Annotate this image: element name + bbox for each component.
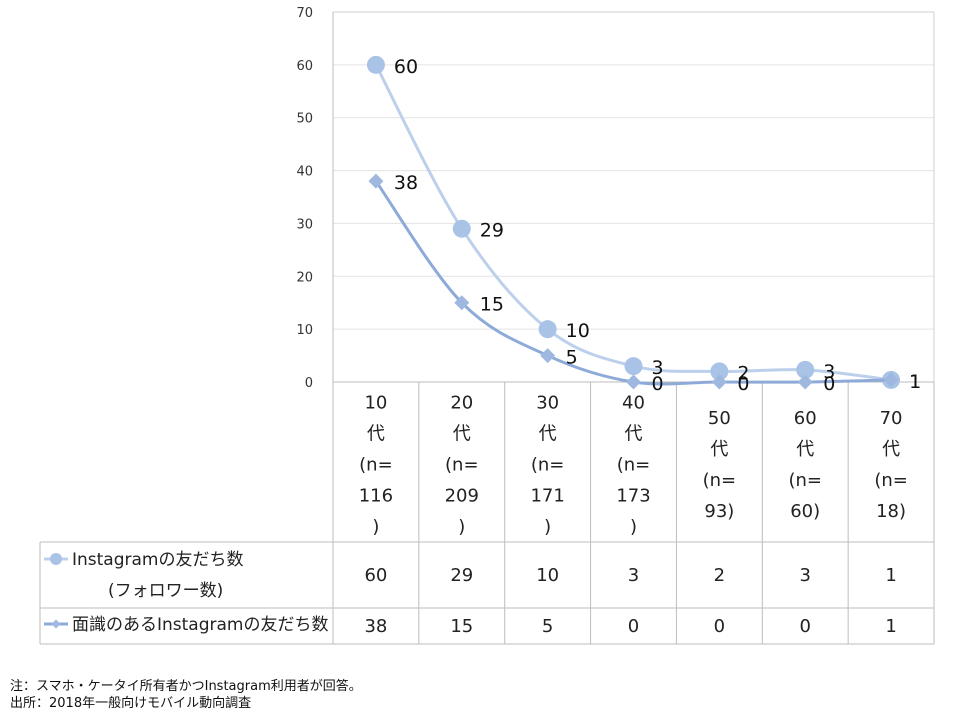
data-label: 15 — [480, 294, 504, 316]
category-label: ) — [458, 517, 465, 538]
category-label: 代 — [453, 424, 471, 445]
category-label: (n= — [874, 470, 908, 491]
category-label: 代 — [367, 424, 385, 445]
data-point — [797, 374, 813, 390]
category-label: ) — [544, 517, 551, 538]
category-label: 代 — [710, 439, 728, 460]
data-point — [710, 362, 729, 381]
category-label: 116 — [359, 486, 393, 507]
table-cell: 5 — [542, 616, 553, 637]
data-point — [711, 374, 727, 390]
category-label: (n= — [617, 455, 651, 476]
data-point — [452, 219, 471, 238]
category-label: (n= — [531, 455, 565, 476]
category-label: (n= — [359, 455, 393, 476]
data-label: 60 — [394, 56, 418, 78]
footnotes: 注：スマホ・ケータイ所有者かつInstagram利用者が回答。 出所：2018年… — [10, 678, 362, 712]
data-label: 5 — [566, 347, 578, 369]
data-point — [366, 55, 385, 74]
category-label: 30 — [536, 393, 559, 414]
category-label: ) — [630, 517, 637, 538]
data-point — [454, 295, 470, 311]
y-tick-label: 0 — [305, 376, 313, 391]
y-tick-label: 30 — [296, 217, 313, 232]
data-point — [796, 360, 815, 379]
y-tick-label: 60 — [296, 59, 313, 74]
data-label: 3 — [652, 357, 664, 379]
data-label: 38 — [394, 172, 418, 194]
data-point — [626, 374, 641, 390]
series-line — [374, 64, 892, 382]
table-cell: 60 — [364, 565, 387, 586]
category-label: 171 — [530, 486, 564, 507]
table-cell: 1 — [885, 565, 896, 586]
category-label: 10 — [364, 393, 387, 414]
data-label: 2 — [737, 362, 749, 384]
table-cell: 0 — [799, 616, 810, 637]
category-label: 代 — [625, 424, 643, 445]
data-point — [883, 372, 899, 388]
data-label: 1 — [909, 371, 921, 393]
series-line — [374, 180, 892, 386]
category-label: 代 — [539, 424, 557, 445]
category-label: 50 — [708, 408, 731, 429]
table-cell: 10 — [536, 565, 559, 586]
table-cell: 1 — [885, 616, 896, 637]
footnote-source: 出所：2018年一般向けモバイル動向調査 — [10, 696, 252, 711]
y-tick-label: 20 — [296, 270, 313, 285]
category-label: 173 — [616, 486, 650, 507]
data-label: 0 — [652, 373, 664, 395]
category-label: 209 — [445, 486, 479, 507]
data-point — [368, 173, 384, 189]
table-cell: 0 — [714, 616, 725, 637]
category-label: 93) — [704, 501, 734, 522]
category-label: ) — [372, 517, 379, 538]
data-label: 29 — [480, 220, 504, 242]
table-cell: 3 — [628, 565, 639, 586]
data-point — [540, 348, 556, 364]
data-point — [624, 357, 643, 376]
data-label: 1 — [909, 371, 921, 393]
category-label: 60 — [794, 408, 817, 429]
table-cell: 0 — [628, 616, 639, 637]
table-cell: 2 — [714, 565, 725, 586]
table-cell: 3 — [799, 565, 810, 586]
data-label: 3 — [823, 361, 835, 383]
table-cell: 15 — [450, 616, 473, 637]
data-point — [538, 320, 557, 339]
category-label: (n= — [788, 470, 822, 491]
legend-label: (フォロワー数) — [108, 581, 223, 601]
y-tick-label: 40 — [296, 165, 313, 180]
table-cell: 38 — [364, 616, 387, 637]
category-label: 18) — [876, 501, 906, 522]
y-tick-label: 50 — [296, 112, 313, 127]
category-label: 60) — [790, 501, 820, 522]
data-label: 10 — [566, 320, 590, 342]
category-label: 代 — [882, 439, 900, 460]
category-label: 70 — [880, 408, 903, 429]
category-label: (n= — [445, 455, 479, 476]
legend-label: Instagramの友だち数 — [72, 550, 244, 570]
table-cell: 29 — [450, 565, 473, 586]
legend-marker — [51, 619, 61, 629]
legend-label: 面識のあるInstagramの友だち数 — [72, 615, 329, 635]
footnote-note: 注：スマホ・ケータイ所有者かつInstagram利用者が回答。 — [10, 679, 362, 694]
category-label: 40 — [622, 393, 645, 414]
data-label: 0 — [737, 373, 749, 395]
category-label: 20 — [450, 393, 473, 414]
category-label: (n= — [703, 470, 737, 491]
category-label: 代 — [796, 439, 814, 460]
y-tick-label: 70 — [296, 6, 313, 21]
data-label: 0 — [823, 373, 835, 395]
legend-marker — [50, 553, 62, 565]
y-tick-label: 10 — [296, 323, 313, 338]
